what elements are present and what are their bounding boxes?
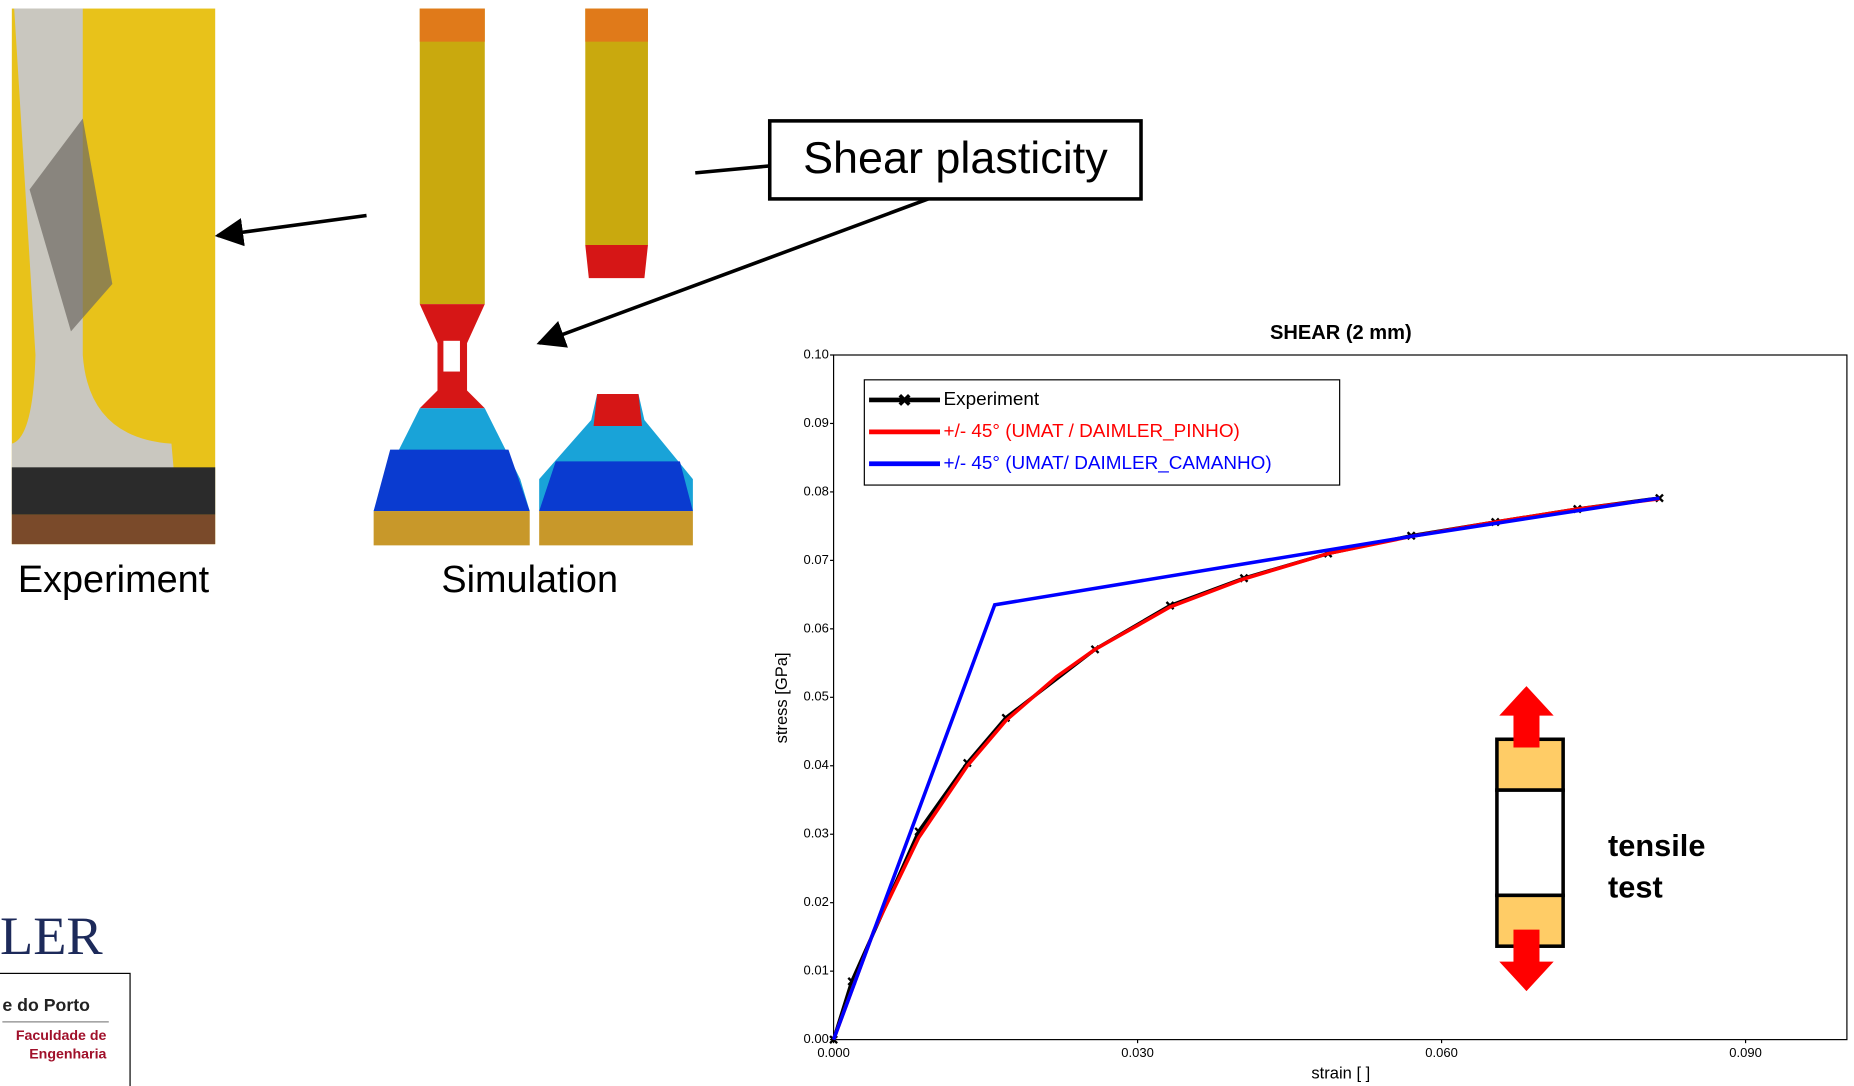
- y-tick-label: 0.02: [804, 894, 829, 909]
- logo-text: LER: [0, 906, 103, 966]
- logo-text: e do Porto: [2, 995, 90, 1015]
- photo-caption: Experiment: [18, 559, 210, 601]
- y-tick-label: 0.04: [804, 757, 829, 772]
- logo-box: [0, 972, 131, 1086]
- legend-marker: [898, 393, 911, 406]
- y-tick-label: 0.03: [804, 826, 829, 841]
- legend-label: Experiment: [944, 389, 1040, 410]
- x-axis-label: strain [ ]: [1311, 1063, 1370, 1082]
- arrow: [536, 197, 929, 348]
- chart-title: SHEAR (2 mm): [1270, 322, 1412, 344]
- legend-label: +/- 45° (UMAT / DAIMLER_PINHO): [944, 421, 1240, 442]
- simulation-caption: Simulation: [441, 559, 618, 601]
- tensile-icon: [1495, 686, 1565, 992]
- logo-text: Engenharia: [29, 1047, 106, 1063]
- y-tick-label: 0.10: [804, 346, 829, 361]
- callout-box: [767, 119, 1143, 201]
- x-tick-label: 0.030: [1121, 1045, 1154, 1060]
- y-tick-label: 0.07: [804, 552, 829, 567]
- simulation-image: [373, 8, 693, 546]
- y-tick-label: 0.06: [804, 620, 829, 635]
- x-tick-label: 0.060: [1425, 1045, 1458, 1060]
- y-axis-label: stress [GPa]: [772, 652, 791, 743]
- legend-label: +/- 45° (UMAT/ DAIMLER_CAMANHO): [944, 453, 1272, 474]
- y-tick-label: 0.01: [804, 963, 829, 978]
- x-tick-label: 0.090: [1729, 1045, 1762, 1060]
- logo-text: Faculdade de: [16, 1028, 107, 1044]
- y-tick-label: 0.05: [804, 689, 829, 704]
- series-line: [831, 496, 1660, 1041]
- x-tick-label: 0.000: [817, 1045, 850, 1060]
- y-tick-label: 0.08: [804, 483, 829, 498]
- legend-box: [863, 379, 1341, 486]
- y-tick-label: 0.00: [804, 1031, 829, 1046]
- callout-line: [695, 164, 772, 175]
- callout-text: Shear plasticity: [803, 132, 1108, 183]
- arrow: [214, 213, 367, 247]
- experiment-photo: [11, 8, 216, 545]
- y-tick-label: 0.09: [804, 415, 829, 430]
- icon-label: test: [1608, 870, 1663, 905]
- icon-label: tensile: [1608, 828, 1705, 863]
